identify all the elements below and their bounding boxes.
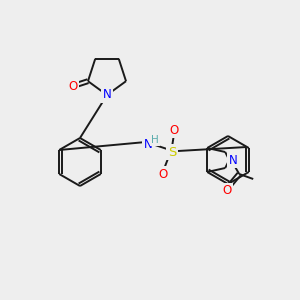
Text: N: N [229,154,238,166]
Text: N: N [103,88,111,101]
Text: H: H [151,135,159,145]
Text: O: O [68,80,77,93]
Text: O: O [169,124,178,136]
Text: N: N [144,137,152,151]
Text: S: S [168,146,176,158]
Text: O: O [158,167,168,181]
Text: O: O [223,184,232,197]
